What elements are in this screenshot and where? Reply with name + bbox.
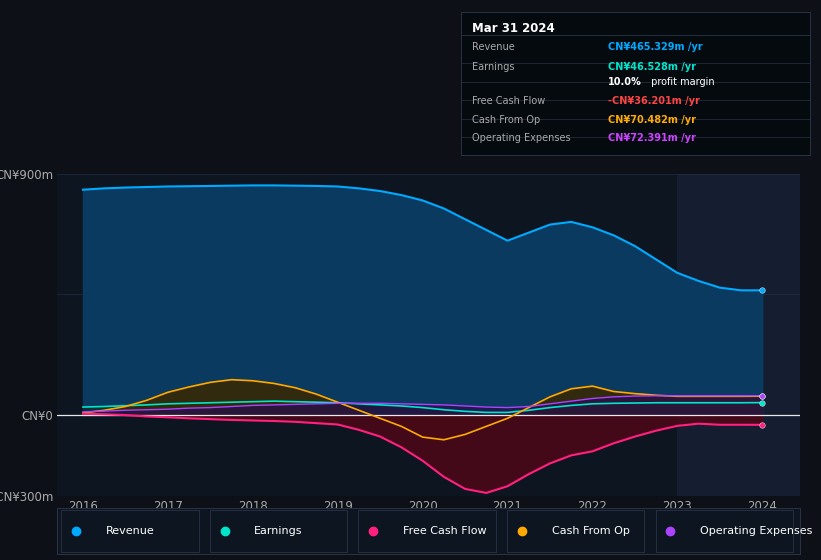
FancyBboxPatch shape xyxy=(62,510,199,552)
Text: 10.0%: 10.0% xyxy=(608,77,642,87)
FancyBboxPatch shape xyxy=(210,510,347,552)
Text: Cash From Op: Cash From Op xyxy=(472,115,540,124)
Text: Operating Expenses: Operating Expenses xyxy=(700,526,813,536)
Text: Revenue: Revenue xyxy=(106,526,154,536)
Text: Cash From Op: Cash From Op xyxy=(552,526,630,536)
Text: CN¥72.391m /yr: CN¥72.391m /yr xyxy=(608,133,696,143)
Text: CN¥46.528m /yr: CN¥46.528m /yr xyxy=(608,62,696,72)
Text: profit margin: profit margin xyxy=(648,77,715,87)
Text: CN¥465.329m /yr: CN¥465.329m /yr xyxy=(608,43,703,53)
FancyBboxPatch shape xyxy=(507,510,644,552)
Bar xyxy=(677,174,800,496)
Text: Operating Expenses: Operating Expenses xyxy=(472,133,571,143)
Text: Free Cash Flow: Free Cash Flow xyxy=(403,526,487,536)
FancyBboxPatch shape xyxy=(656,510,793,552)
Text: Earnings: Earnings xyxy=(255,526,303,536)
Text: Revenue: Revenue xyxy=(472,43,515,53)
Text: -CN¥36.201m /yr: -CN¥36.201m /yr xyxy=(608,96,699,106)
Text: Mar 31 2024: Mar 31 2024 xyxy=(472,22,555,35)
Text: Earnings: Earnings xyxy=(472,62,515,72)
Text: Free Cash Flow: Free Cash Flow xyxy=(472,96,545,106)
Text: CN¥70.482m /yr: CN¥70.482m /yr xyxy=(608,115,696,124)
FancyBboxPatch shape xyxy=(359,510,496,552)
